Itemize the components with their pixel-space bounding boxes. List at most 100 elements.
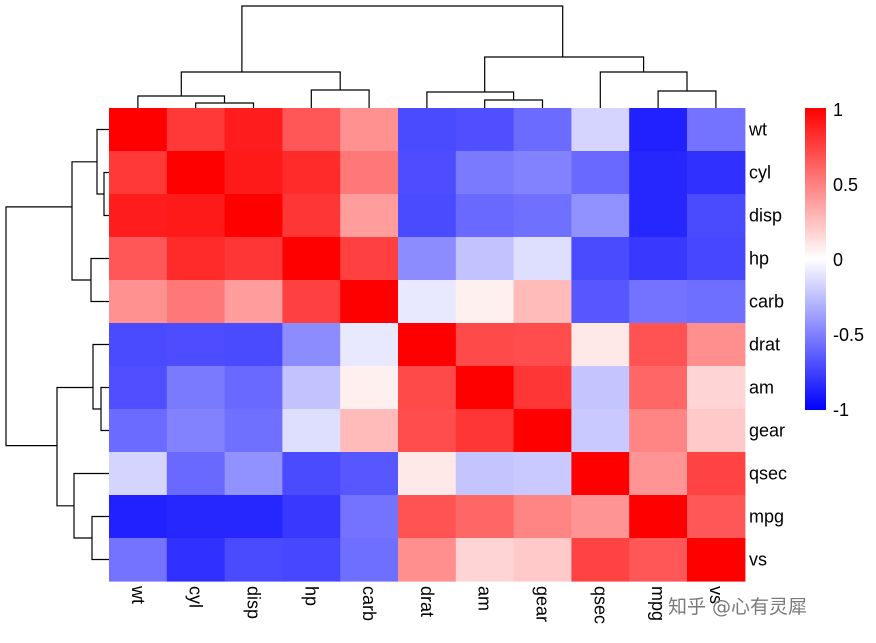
row-label-disp: disp [749,206,782,226]
heatmap-cell-qsec-carb [340,452,399,496]
heatmap-cell-cyl-carb [340,151,399,195]
heatmap-cell-mpg-am [455,495,515,539]
heatmap-cell-drat-wt [109,323,168,367]
heatmap-cell-hp-qsec [571,237,630,281]
heatmap-cell-wt-disp [224,108,283,152]
heatmap-cell-mpg-drat [398,495,457,539]
legend-tick-label: 0.5 [833,175,858,195]
heatmap-cell-drat-disp [224,323,283,367]
heatmap-cell-disp-hp [282,194,341,238]
heatmap-cell-carb-wt [109,280,168,324]
heatmap-cell-drat-carb [340,323,399,367]
column-labels: wt cyl disp hp carb drat am gear qsec mpg vs [128,585,726,624]
heatmap-cell-cyl-drat [398,151,457,195]
heatmap-cell-disp-carb [340,194,399,238]
heatmap-cell-disp-disp [224,194,283,238]
heatmap-cell-carb-drat [398,280,457,324]
heatmap-cell-cyl-mpg [629,151,688,195]
heatmap-cell-vs-carb [340,538,399,582]
heatmap-cell-am-hp [282,366,341,410]
col-label-cyl: cyl [186,586,206,608]
heatmap-cell-mpg-disp [224,495,283,539]
heatmap-cell-carb-cyl [166,280,226,324]
heatmap-cell-vs-hp [282,538,341,582]
row-label-hp: hp [749,249,769,269]
heatmap-cell-am-vs [687,366,746,410]
heatmap-cell-gear-gear [513,409,572,453]
legend-tick-label: 0 [833,250,843,270]
heatmap-cell-cyl-qsec [571,151,630,195]
heatmap-cell-cyl-disp [224,151,283,195]
dendrogram-branch [310,89,370,108]
heatmap-cell-gear-wt [109,409,168,453]
heatmap-cell-am-drat [398,366,457,410]
heatmap-cell-carb-am [455,280,515,324]
heatmap-cell-carb-vs [687,280,746,324]
dendrogram-branch [484,99,544,108]
heatmap-cell-hp-gear [513,237,572,281]
heatmap-cell-disp-mpg [629,194,688,238]
dendrogram-branch [56,386,93,507]
heatmap-cell-carb-gear [513,280,572,324]
heatmap-cell-gear-vs [687,409,746,453]
heatmap-cell-hp-am [455,237,515,281]
heatmap-cell-hp-wt [109,237,168,281]
heatmap-cell-mpg-qsec [571,495,630,539]
dendrogram-branch [90,257,109,303]
legend-tick-label: -1 [833,400,849,420]
heatmap-cell-wt-qsec [571,108,630,152]
heatmap-cell-mpg-vs [687,495,746,539]
heatmap-cell-disp-qsec [571,194,630,238]
heatmap-cell-hp-drat [398,237,457,281]
heatmap-cell-gear-qsec [571,409,630,453]
heatmap-cell-qsec-mpg [629,452,688,496]
heatmap-cell-carb-disp [224,280,283,324]
heatmap-cell-am-am [455,366,515,410]
heatmap-cell-vs-vs [687,538,746,582]
heatmap-cell-vs-qsec [571,538,630,582]
heatmap-cell-disp-vs [687,194,746,238]
heatmap-cell-carb-hp [282,280,341,324]
heatmap-cell-vs-cyl [166,538,226,582]
col-label-qsec: qsec [590,586,610,624]
heatmap-cell-drat-cyl [166,323,226,367]
col-label-wt: wt [128,585,148,604]
heatmap-cell-carb-carb [340,280,399,324]
heatmap-cells [109,108,746,582]
heatmap-cell-hp-cyl [166,237,226,281]
heatmap-cell-gear-disp [224,409,283,453]
dendrogram-branch [92,343,109,410]
row-label-drat: drat [749,335,780,355]
heatmap-cell-vs-mpg [629,538,688,582]
heatmap-cell-wt-mpg [629,108,688,152]
heatmap-cell-hp-vs [687,237,746,281]
heatmap-cell-drat-hp [282,323,341,367]
heatmap-cell-vs-drat [398,538,457,582]
heatmap-cell-cyl-am [455,151,515,195]
heatmap-cell-gear-am [455,409,515,453]
heatmap-cell-vs-gear [513,538,572,582]
dendrogram-branch [100,386,109,432]
row-label-cyl: cyl [749,163,771,183]
heatmap-cell-mpg-gear [513,495,572,539]
heatmap-cell-am-qsec [571,366,630,410]
dendrogram-branch [195,102,255,108]
heatmap-cell-disp-cyl [166,194,226,238]
dendrogram-branch [103,171,109,217]
col-label-vs: vs [706,586,726,604]
heatmap-cell-vs-wt [109,538,168,582]
heatmap-cell-gear-hp [282,409,341,453]
col-label-disp: disp [244,586,264,619]
heatmap-cell-cyl-hp [282,151,341,195]
heatmap-cell-drat-gear [513,323,572,367]
heatmap-cell-qsec-cyl [166,452,226,496]
heatmap-cell-vs-disp [224,538,283,582]
heatmap-cell-cyl-gear [513,151,572,195]
heatmap-cell-wt-vs [687,108,746,152]
dendrogram-branch [71,161,97,281]
heatmap-cell-mpg-carb [340,495,399,539]
col-label-drat: drat [417,586,437,617]
row-dendrogram [5,128,109,561]
heatmap-cell-hp-carb [340,237,399,281]
heatmap-cell-gear-cyl [166,409,226,453]
